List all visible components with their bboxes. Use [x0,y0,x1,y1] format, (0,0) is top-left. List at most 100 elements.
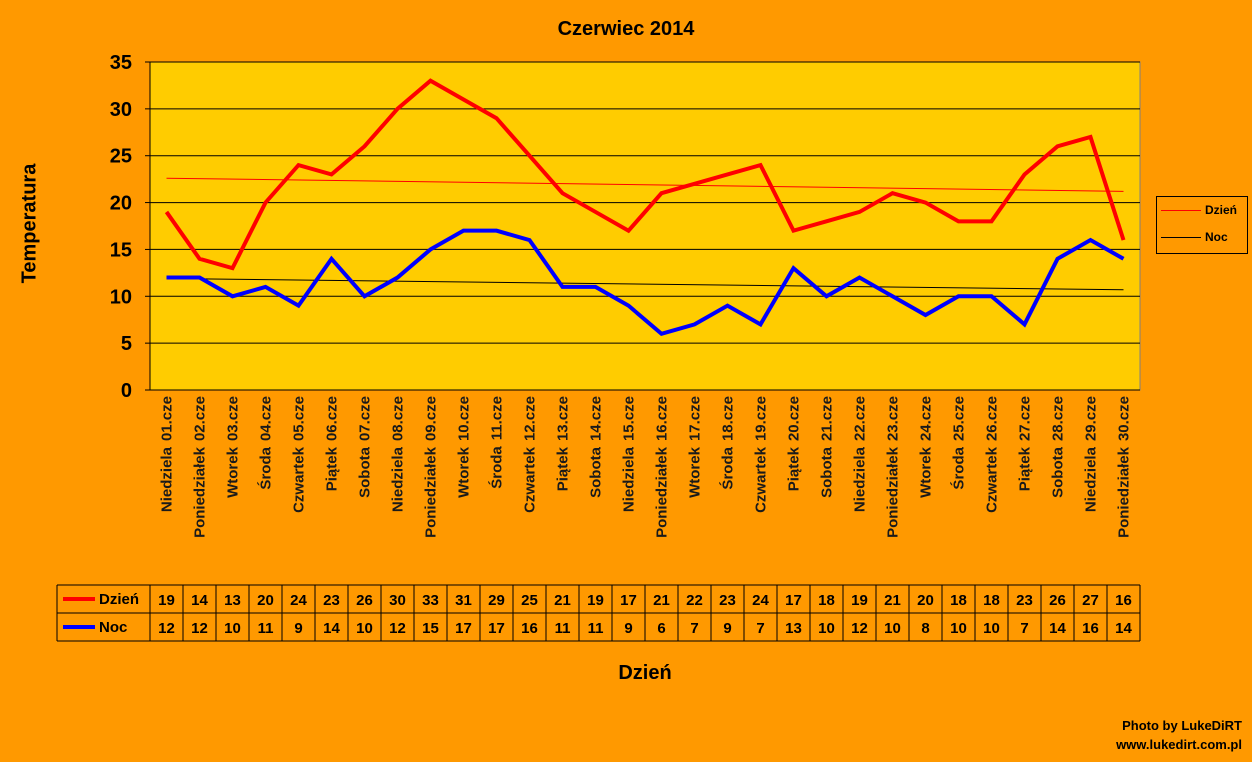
table-cell: 9 [624,620,632,637]
x-tick-label: Sobota 07.cze [357,396,374,498]
x-tick-label-day: Środa [488,446,506,489]
x-tick-label-day: Środa [719,446,737,489]
x-tick-label-date: 05.cze [291,396,308,441]
table-cell: 10 [224,620,241,637]
x-tick-label: Wtorek 10.cze [456,396,473,498]
x-tick-label: Środa 04.cze [257,396,275,490]
x-tick-label-day: Czwartek [291,446,308,513]
table-cell: 17 [455,620,472,637]
x-tick-label-day: Poniedziałek [423,446,440,538]
trendline-dzien [166,177,1124,192]
table-cell: 21 [554,592,571,609]
x-tick-label: Piątek 06.cze [324,396,341,491]
table-cell: 17 [488,620,505,637]
legend-item-dzien: Dzień [1161,203,1237,217]
x-tick-label: Poniedziałek 02.cze [192,396,209,538]
y-tick-label: 15 [110,239,132,261]
table-cell: 12 [158,620,175,637]
table-cell: 17 [785,592,802,609]
x-tick-label: Sobota 28.cze [1050,396,1067,498]
x-tick-label: Środa 25.cze [950,396,968,490]
x-tick-label: Piątek 13.cze [555,396,572,491]
x-tick-label-date: 04.cze [258,396,275,441]
table-cell: 14 [323,620,340,637]
table-cell: 24 [752,592,769,609]
x-tick-label-date: 06.cze [324,396,341,441]
table-cell: 19 [587,592,604,609]
x-tick-label-date: 27.cze [1017,396,1034,441]
x-tick-label-date: 02.cze [192,396,209,441]
table-cell: 23 [719,592,736,609]
table-cell: 27 [1082,592,1099,609]
legend: Dzień Noc [1156,196,1248,254]
table-cell: 31 [455,592,472,609]
x-tick-label-date: 10.cze [456,396,473,441]
table-cell: 16 [1082,620,1099,637]
x-tick-label-day: Piątek [555,446,572,491]
x-tick-label-date: 14.cze [588,396,605,441]
x-tick-label: Niedziela 08.cze [390,396,407,512]
x-tick-label-date: 24.cze [918,396,935,441]
plot-area [149,61,1141,391]
table-series-label: Dzień [99,591,139,608]
x-tick-label-day: Wtorek [456,446,473,497]
x-tick-label-date: 12.cze [522,396,539,441]
table-cell: 11 [588,620,604,637]
x-tick-label: Poniedziałek 30.cze [1116,396,1133,538]
x-tick-label-day: Niedziela [1083,446,1100,512]
x-tick-label: Czwartek 19.cze [753,396,770,513]
x-tick-label-date: 18.cze [720,396,737,441]
legend-swatch [1161,236,1201,238]
x-tick-label: Czwartek 05.cze [291,396,308,513]
x-tick-label-day: Niedziela [390,446,407,512]
table-cell: 19 [158,592,175,609]
legend-label: Noc [1205,230,1228,244]
x-tick-label-date: 23.cze [885,396,902,441]
table-cell: 10 [983,620,1000,637]
table-cell: 17 [620,592,637,609]
table-cell: 12 [389,620,406,637]
x-tick-label-date: 16.cze [654,396,671,441]
table-cell: 12 [191,620,208,637]
table-cell: 14 [191,592,208,609]
x-tick-label-day: Niedziela [852,446,869,512]
x-tick-label: Niedziela 22.cze [852,396,869,512]
x-tick-label-day: Czwartek [753,446,770,513]
table-cell: 22 [686,592,703,609]
x-tick-label: Wtorek 17.cze [687,396,704,498]
table-cell: 24 [290,592,307,609]
legend-swatch [1161,209,1201,211]
table-cell: 16 [1115,592,1132,609]
x-tick-label-day: Sobota [819,446,836,497]
x-tick-label: Niedziela 29.cze [1083,396,1100,512]
x-tick-label-date: 21.cze [819,396,836,441]
x-tick-label: Piątek 20.cze [786,396,803,491]
table-cell: 9 [723,620,731,637]
legend-label: Dzień [1205,203,1238,217]
table-cell: 23 [323,592,340,609]
table-cell: 7 [1020,620,1028,637]
x-tick-label-date: 15.cze [621,396,638,441]
credit-line-2[interactable]: www.lukedirt.com.pl [1116,737,1242,752]
x-tick-label-day: Czwartek [984,446,1001,513]
x-tick-label-day: Czwartek [522,446,539,513]
x-tick-label: Poniedziałek 16.cze [654,396,671,538]
x-tick-label-day: Wtorek [225,446,242,497]
table-cell: 16 [521,620,538,637]
table-cell: 14 [1115,620,1132,637]
table-series-label: Noc [99,619,127,636]
x-tick-label-date: 13.cze [555,396,572,441]
x-tick-label-day: Niedziela [621,446,638,512]
x-tick-label-day: Sobota [588,446,605,497]
table-cell: 15 [422,620,439,637]
x-tick-label-day: Wtorek [918,446,935,497]
x-tick-label-date: 29.cze [1083,396,1100,441]
x-tick-label-day: Wtorek [687,446,704,497]
y-tick-label: 20 [110,193,132,215]
table-cell: 13 [785,620,802,637]
table-cell: 10 [950,620,967,637]
series-line-dzien [164,78,1126,271]
table-cell: 30 [389,592,406,609]
y-tick-label: 10 [110,286,132,308]
x-tick-label-day: Sobota [357,446,374,497]
